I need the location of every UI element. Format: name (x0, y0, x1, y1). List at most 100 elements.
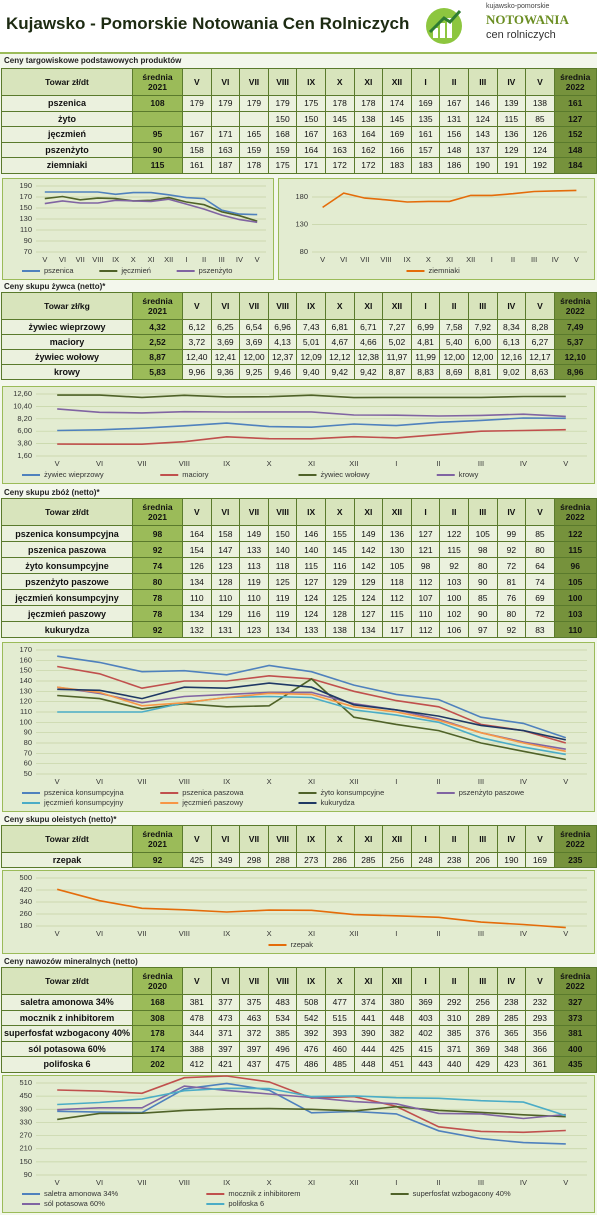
legend-label: sól potasowa 60% (44, 1199, 105, 1208)
data-table: Towar zł/dt średnia 2021 V VI VII VIII IX X XI XI… (1, 68, 597, 174)
cell: 9,40 (296, 364, 326, 380)
cell: 167 (296, 126, 326, 143)
data-table: Towar zł/dt średnia 2021 V VI VII VIII IX X XI XI… (1, 825, 597, 868)
row-label: żyto konsumpcyjne (1, 557, 133, 574)
x-tick-label: II (437, 777, 441, 786)
cell: 5,01 (296, 334, 326, 350)
column-header: VII (239, 498, 269, 526)
cell: 2,52 (132, 334, 183, 350)
cell: 76 (496, 589, 527, 606)
cell: 164 (182, 525, 212, 542)
cell: 3,69 (210, 334, 241, 350)
cell: 159 (267, 141, 298, 158)
cell: 98 (410, 557, 441, 574)
x-tick-label: IV (236, 255, 243, 264)
cell: 115 (439, 541, 469, 558)
y-tick-label: 100 (19, 717, 32, 726)
cell: 178 (353, 95, 384, 112)
cell: 135 (410, 110, 441, 127)
column-header: V (525, 825, 555, 853)
cell: 124 (296, 605, 326, 622)
legend-label: żywiec wołowy (321, 470, 370, 479)
row-label: żywiec wieprzowy (1, 319, 133, 335)
column-header: I (410, 68, 441, 96)
cell: 425 (382, 1040, 412, 1057)
cell: 123 (210, 557, 241, 574)
x-tick-label: II (202, 255, 206, 264)
cell: 116 (239, 605, 269, 622)
cell: 164 (296, 141, 326, 158)
section-title: Ceny targowiskowe podstawowych produktów (4, 56, 182, 65)
column-header: IV (496, 825, 527, 853)
column-header: VIII (267, 68, 298, 96)
row-label: pszenica (1, 95, 133, 112)
cell: 90 (467, 573, 498, 590)
chart-background (278, 178, 595, 280)
column-header: V (525, 498, 555, 526)
cell: 8,28 (525, 319, 555, 335)
table-row: jęczmień paszowy 78 134 129 116 119 124 128 127 1… (1, 605, 597, 622)
y-tick-label: 170 (19, 645, 32, 654)
cell: 496 (267, 1040, 298, 1057)
legend-label: pszenżyto paszowe (459, 788, 524, 797)
table-row: jęczmień konsumpcyjny 78 110 110 110 119 124 12… (1, 589, 597, 606)
cell: 7,43 (296, 319, 326, 335)
y-tick-label: 10,40 (13, 401, 32, 410)
x-tick-label: VIII (179, 1178, 190, 1187)
cell: 477 (324, 994, 355, 1011)
x-tick-label: XI (308, 929, 315, 938)
cell: 78 (132, 589, 183, 606)
column-header: XII (382, 68, 412, 96)
column-header: IV (496, 68, 527, 96)
row-label: ziemniaki (1, 157, 133, 174)
cell: 382 (382, 1025, 412, 1042)
cell: 206 (467, 852, 498, 868)
cell: 95 (132, 126, 183, 143)
cell: 178 (239, 157, 269, 174)
cell: 308 (132, 1009, 183, 1026)
cell: 90 (467, 605, 498, 622)
column-header: średnia 2021 (132, 292, 183, 320)
x-tick-label: I (395, 777, 397, 786)
cell: 388 (182, 1040, 212, 1057)
cell: 115 (496, 110, 527, 127)
cell: 169 (382, 126, 412, 143)
row-label: krowy (1, 364, 133, 380)
x-tick-label: V (320, 255, 325, 264)
x-tick-label: I (185, 255, 187, 264)
cell: 435 (553, 1056, 597, 1073)
cell: 366 (525, 1040, 555, 1057)
cell: 12,10 (553, 349, 597, 365)
cell: 393 (324, 1025, 355, 1042)
cell: 137 (467, 141, 498, 158)
y-tick-label: 80 (24, 738, 32, 747)
cell: 152 (553, 126, 597, 143)
cell: 159 (239, 141, 269, 158)
x-tick-label: XI (308, 459, 315, 468)
cell: 256 (382, 852, 412, 868)
cell: 440 (439, 1056, 469, 1073)
cell: 238 (439, 852, 469, 868)
cell: 108 (132, 95, 183, 112)
y-tick-label: 170 (19, 192, 32, 201)
cell: 72 (525, 605, 555, 622)
cell: 150 (267, 525, 298, 542)
cell: 5,83 (132, 364, 183, 380)
column-header: V (525, 292, 555, 320)
cell: 142 (353, 557, 384, 574)
series-line (57, 1085, 566, 1120)
cell: 165 (239, 126, 269, 143)
chart-background (2, 178, 274, 280)
column-header: VII (239, 825, 269, 853)
cell: 178 (324, 95, 355, 112)
series-line (57, 686, 566, 753)
y-tick-label: 140 (19, 676, 32, 685)
row-label: żywiec wołowy (1, 349, 133, 365)
cell: 145 (382, 110, 412, 127)
cell: 81 (496, 573, 527, 590)
cell: 371 (210, 1025, 241, 1042)
data-table: Towar zł/dt średnia 2020 V VI VII VIII IX X XI XI… (1, 967, 597, 1073)
